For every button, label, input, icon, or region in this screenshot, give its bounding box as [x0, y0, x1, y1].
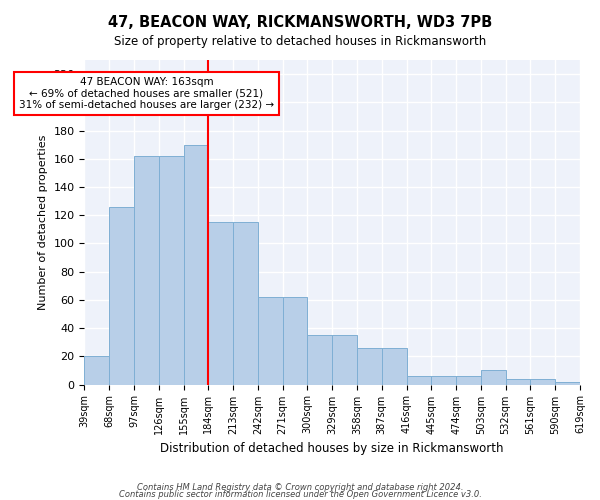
- Text: Contains HM Land Registry data © Crown copyright and database right 2024.: Contains HM Land Registry data © Crown c…: [137, 484, 463, 492]
- X-axis label: Distribution of detached houses by size in Rickmansworth: Distribution of detached houses by size …: [160, 442, 504, 455]
- Bar: [407, 376, 431, 384]
- Bar: [258, 297, 283, 384]
- Bar: [332, 335, 357, 384]
- Bar: [530, 379, 555, 384]
- Bar: [159, 156, 184, 384]
- Text: 47, BEACON WAY, RICKMANSWORTH, WD3 7PB: 47, BEACON WAY, RICKMANSWORTH, WD3 7PB: [108, 15, 492, 30]
- Bar: [382, 348, 407, 385]
- Bar: [357, 348, 382, 385]
- Bar: [307, 335, 332, 384]
- Bar: [134, 156, 159, 384]
- Bar: [506, 379, 530, 384]
- Text: Contains public sector information licensed under the Open Government Licence v3: Contains public sector information licen…: [119, 490, 481, 499]
- Bar: [555, 382, 580, 384]
- Bar: [109, 207, 134, 384]
- Bar: [85, 356, 109, 384]
- Bar: [283, 297, 307, 384]
- Text: 47 BEACON WAY: 163sqm
← 69% of detached houses are smaller (521)
31% of semi-det: 47 BEACON WAY: 163sqm ← 69% of detached …: [19, 77, 274, 110]
- Bar: [431, 376, 456, 384]
- Bar: [184, 144, 208, 384]
- Y-axis label: Number of detached properties: Number of detached properties: [38, 134, 48, 310]
- Bar: [233, 222, 258, 384]
- Text: Size of property relative to detached houses in Rickmansworth: Size of property relative to detached ho…: [114, 35, 486, 48]
- Bar: [208, 222, 233, 384]
- Bar: [481, 370, 506, 384]
- Bar: [456, 376, 481, 384]
